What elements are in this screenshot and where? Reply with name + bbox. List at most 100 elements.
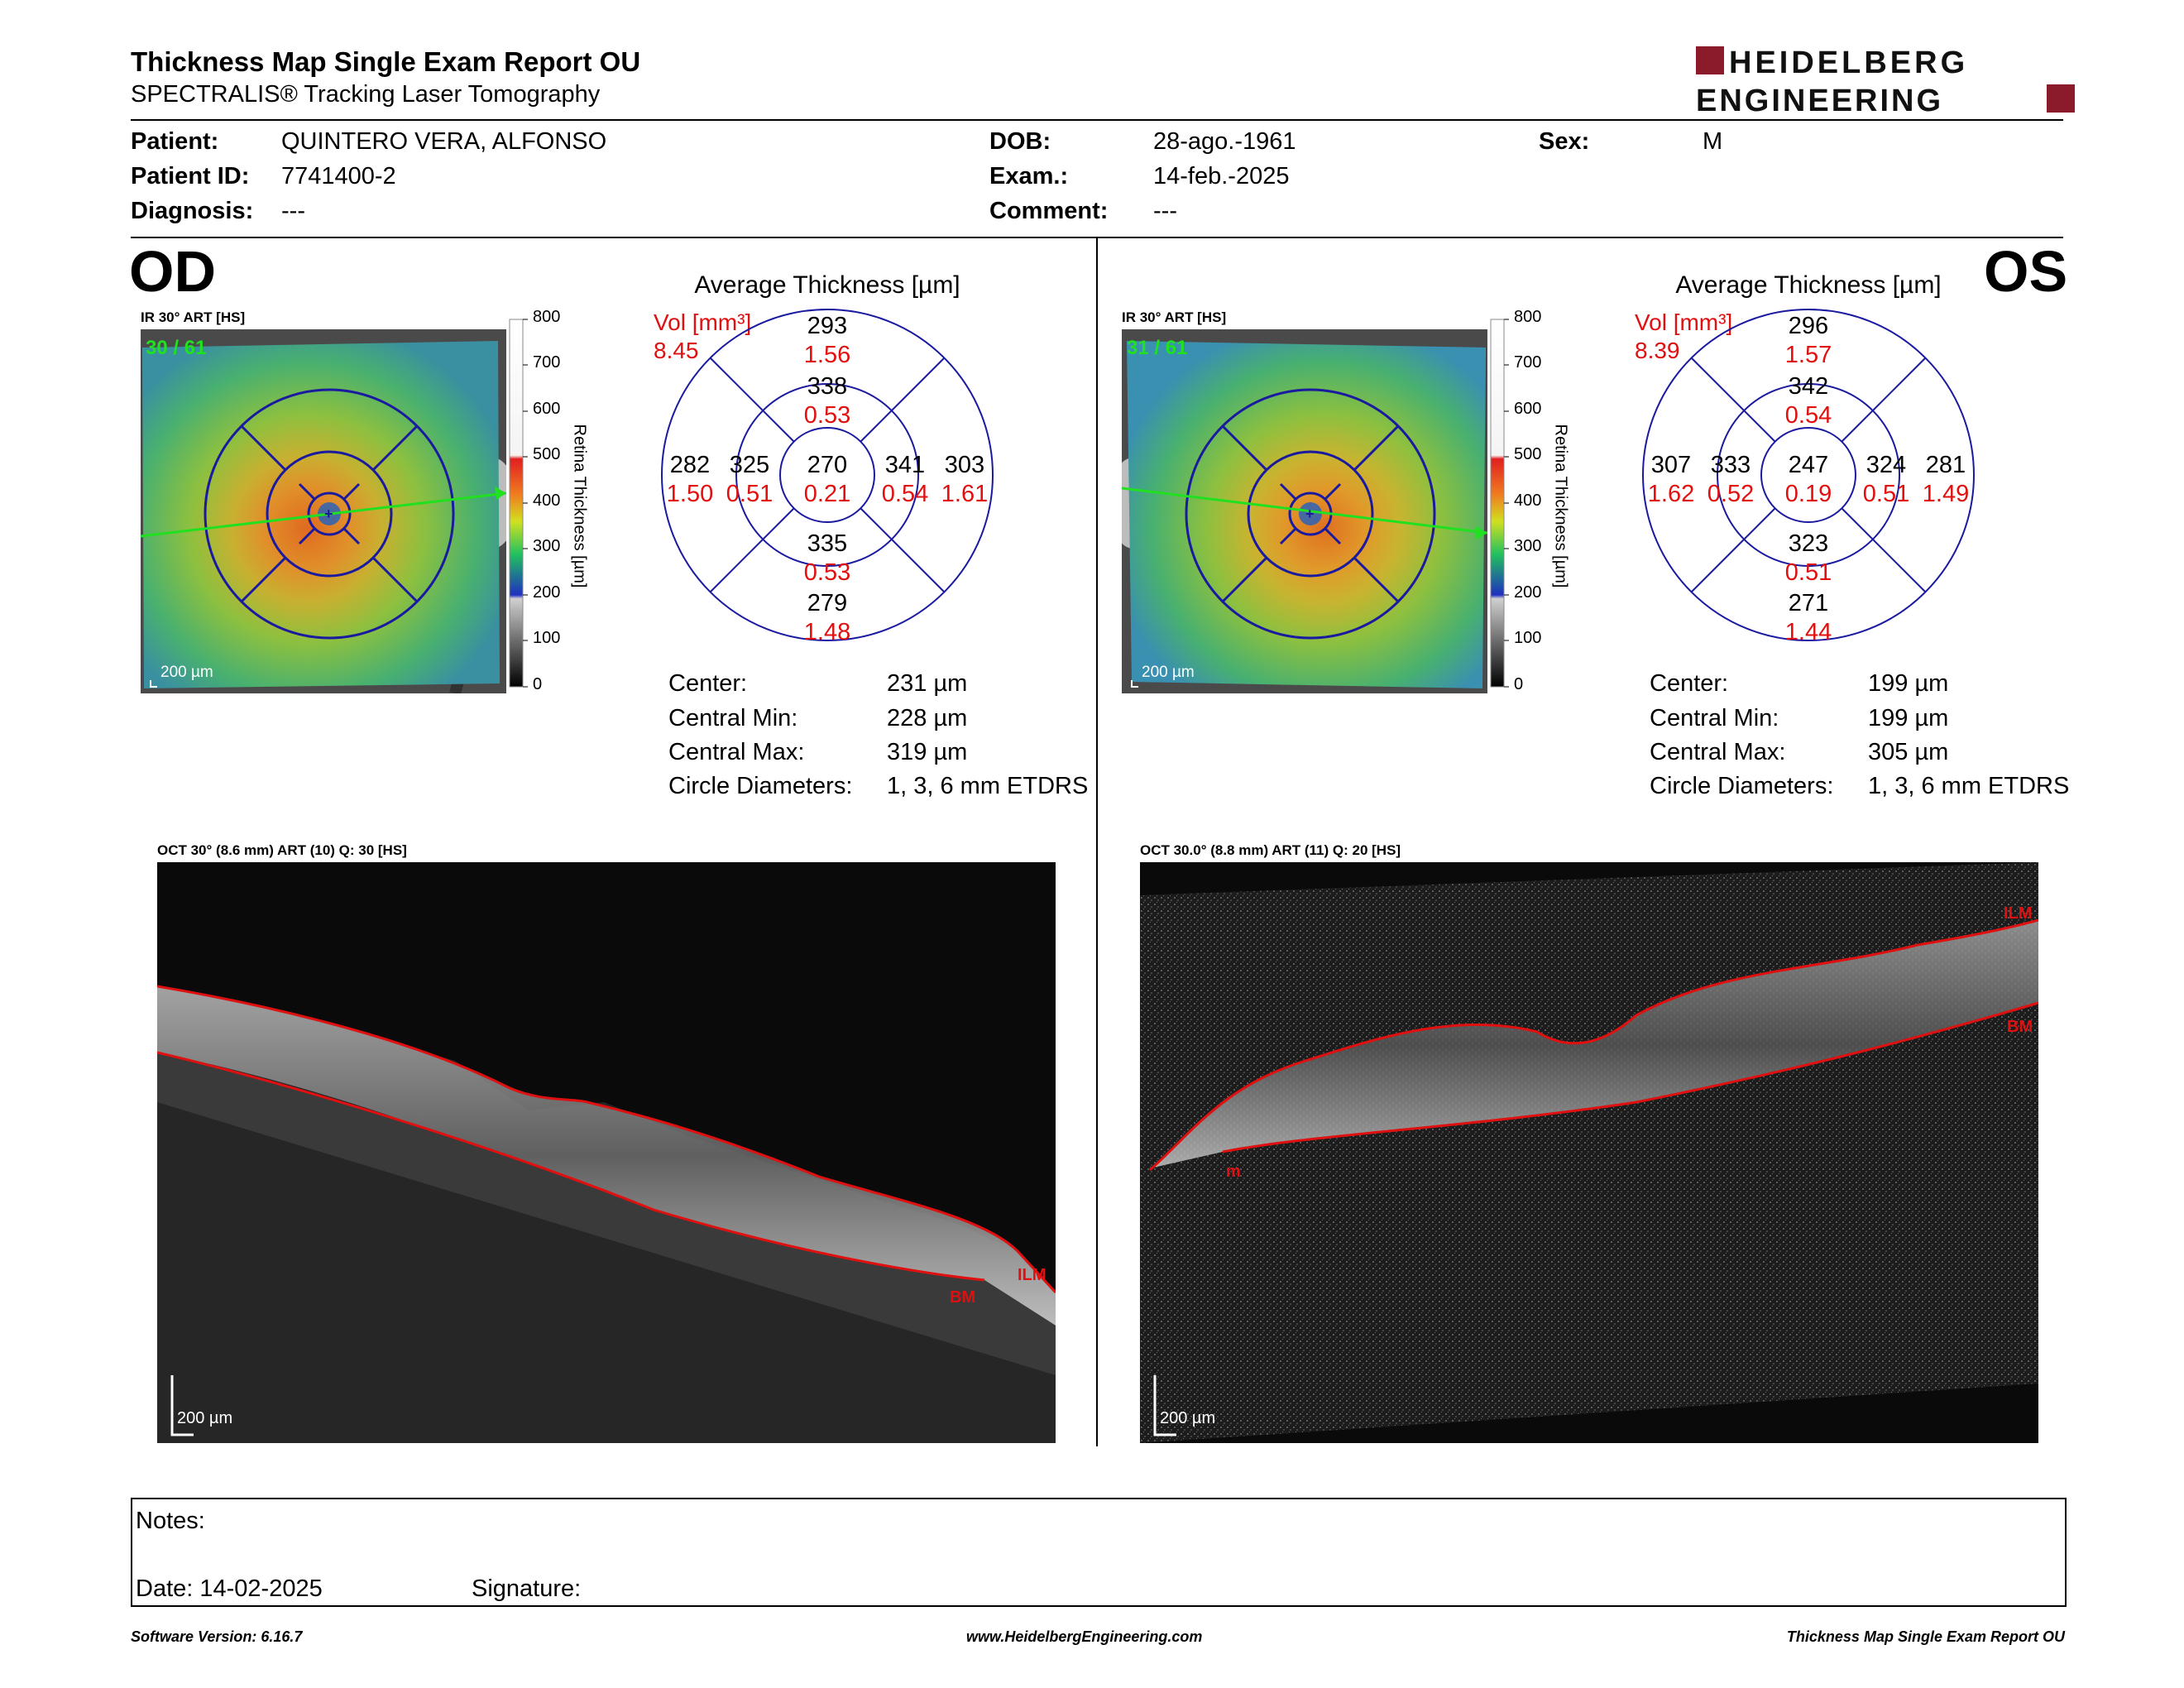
os-inner-left-thickness: 333 (1710, 452, 1751, 478)
svg-text:+: + (324, 506, 333, 522)
od-cbar-700: 700 (533, 353, 561, 372)
od-outer-inf-thickness: 279 (807, 590, 848, 616)
od-outer-right-thickness: 303 (944, 452, 985, 478)
od-colorbar (508, 316, 574, 692)
footer-report-name: Thickness Map Single Exam Report OU (1786, 1628, 2065, 1645)
os-cbar-0: 0 (1514, 675, 1524, 693)
date-label: Date: 14-02-2025 (136, 1575, 323, 1602)
os-min-label: Central Min: (1650, 705, 1779, 731)
os-oct-scan: ILM BM m 200 µm (1140, 862, 2038, 1443)
os-diam-value: 1, 3, 6 mm ETDRS (1868, 773, 2070, 799)
os-vol-total: 8.39 (1635, 338, 1680, 363)
os-cbar-300: 300 (1514, 537, 1542, 555)
svg-text:200 µm: 200 µm (160, 664, 213, 681)
od-cbar-label: Retina Thickness [µm] (570, 424, 589, 588)
od-diam-label: Circle Diameters: (668, 773, 853, 799)
svg-text:200 µm: 200 µm (1142, 664, 1195, 681)
od-outer-left-thickness: 282 (669, 452, 711, 478)
os-cbar-700: 700 (1514, 353, 1542, 372)
od-ir-caption: IR 30° ART [HS] (141, 309, 246, 325)
od-cbar-200: 200 (533, 583, 561, 602)
os-inner-right-thickness: 324 (1866, 452, 1907, 478)
os-diam-label: Circle Diameters: (1650, 773, 1834, 799)
patient-name: QUINTERO VERA, ALFONSO (281, 128, 607, 155)
od-inner-inf-volume: 0.53 (803, 559, 851, 586)
report-title: Thickness Map Single Exam Report OU (131, 46, 641, 77)
os-max-label: Central Max: (1650, 739, 1786, 765)
patient-id: 7741400-2 (281, 163, 396, 189)
svg-text:31 / 61: 31 / 61 (1127, 337, 1187, 359)
os-cbar-800: 800 (1514, 308, 1542, 326)
od-eye-label: OD (129, 239, 216, 304)
od-oct-scan: ILM BM 200 µm (157, 862, 1056, 1443)
od-diam-value: 1, 3, 6 mm ETDRS (887, 773, 1089, 799)
os-inner-inf-volume: 0.51 (1784, 559, 1832, 586)
os-outer-right-thickness: 281 (1925, 452, 1966, 478)
os-inner-left-volume: 0.52 (1707, 481, 1755, 507)
os-etdrs-grid (1641, 308, 1976, 642)
eye-divider (1096, 238, 1098, 1446)
os-center-volume: 0.19 (1784, 481, 1832, 507)
od-cbar-800: 800 (533, 308, 561, 326)
os-center-value: 199 µm (1868, 670, 1949, 697)
od-cbar-600: 600 (533, 400, 561, 418)
patient-rule (131, 237, 2063, 238)
od-inner-right-volume: 0.54 (881, 481, 929, 507)
os-outer-inf-thickness: 271 (1788, 590, 1829, 616)
od-cbar-100: 100 (533, 629, 561, 647)
svg-text:30 / 61: 30 / 61 (146, 337, 206, 359)
website-link[interactable]: www.HeidelbergEngineering.com (966, 1628, 1203, 1645)
svg-text:ILM: ILM (1018, 1266, 1046, 1284)
exam-label: Exam.: (989, 163, 1069, 189)
od-outer-inf-volume: 1.48 (803, 619, 851, 645)
os-cbar-500: 500 (1514, 445, 1542, 463)
svg-text:ENGINEERING: ENGINEERING (1696, 84, 1943, 116)
od-thickness-map: + 30 / 61 200 µm (141, 329, 506, 693)
od-inner-left-thickness: 325 (729, 452, 770, 478)
svg-text:m: m (1226, 1163, 1241, 1181)
os-vol-label: Vol [mm³] (1635, 309, 1733, 335)
od-max-value: 319 µm (887, 739, 968, 765)
od-cbar-300: 300 (533, 537, 561, 555)
os-cbar-100: 100 (1514, 629, 1542, 647)
dob-label: DOB: (989, 128, 1051, 155)
os-inner-inf-thickness: 323 (1788, 530, 1829, 557)
os-avg-title: Average Thickness [µm] (1675, 271, 1942, 299)
sex-value: M (1703, 128, 1723, 155)
os-outer-sup-volume: 1.57 (1784, 342, 1832, 368)
od-cbar-400: 400 (533, 492, 561, 510)
os-max-value: 305 µm (1868, 739, 1949, 765)
od-center-value: 231 µm (887, 670, 968, 697)
signature-label: Signature: (472, 1575, 582, 1602)
diagnosis-label: Diagnosis: (131, 198, 254, 224)
sex-label: Sex: (1539, 128, 1590, 155)
od-vol-label: Vol [mm³] (654, 309, 752, 335)
header-rule (131, 119, 2063, 121)
os-cbar-600: 600 (1514, 400, 1542, 418)
od-outer-sup-thickness: 293 (807, 313, 848, 339)
os-outer-left-volume: 1.62 (1647, 481, 1695, 507)
os-oct-caption: OCT 30.0° (8.8 mm) ART (11) Q: 20 [HS] (1140, 842, 1401, 858)
od-center-label: Center: (668, 670, 748, 697)
os-inner-sup-thickness: 342 (1788, 373, 1829, 400)
svg-text:+: + (1305, 506, 1315, 522)
od-outer-left-volume: 1.50 (666, 481, 714, 507)
os-outer-right-volume: 1.49 (1922, 481, 1970, 507)
od-inner-right-thickness: 341 (884, 452, 926, 478)
od-inner-inf-thickness: 335 (807, 530, 848, 557)
od-center-volume: 0.21 (803, 481, 851, 507)
notes-box[interactable] (131, 1498, 2067, 1607)
od-inner-left-volume: 0.51 (726, 481, 774, 507)
comment-value: --- (1153, 198, 1177, 224)
os-cbar-400: 400 (1514, 492, 1542, 510)
diagnosis-value: --- (281, 198, 305, 224)
os-outer-inf-volume: 1.44 (1784, 619, 1832, 645)
os-outer-sup-thickness: 296 (1788, 313, 1829, 339)
svg-text:HEIDELBERG: HEIDELBERG (1729, 46, 1968, 80)
od-avg-title: Average Thickness [µm] (694, 271, 960, 299)
od-max-label: Central Max: (668, 739, 805, 765)
od-oct-caption: OCT 30° (8.6 mm) ART (10) Q: 30 [HS] (157, 842, 407, 858)
svg-text:200 µm: 200 µm (177, 1409, 232, 1427)
od-cbar-0: 0 (533, 675, 543, 693)
od-inner-sup-volume: 0.53 (803, 402, 851, 429)
